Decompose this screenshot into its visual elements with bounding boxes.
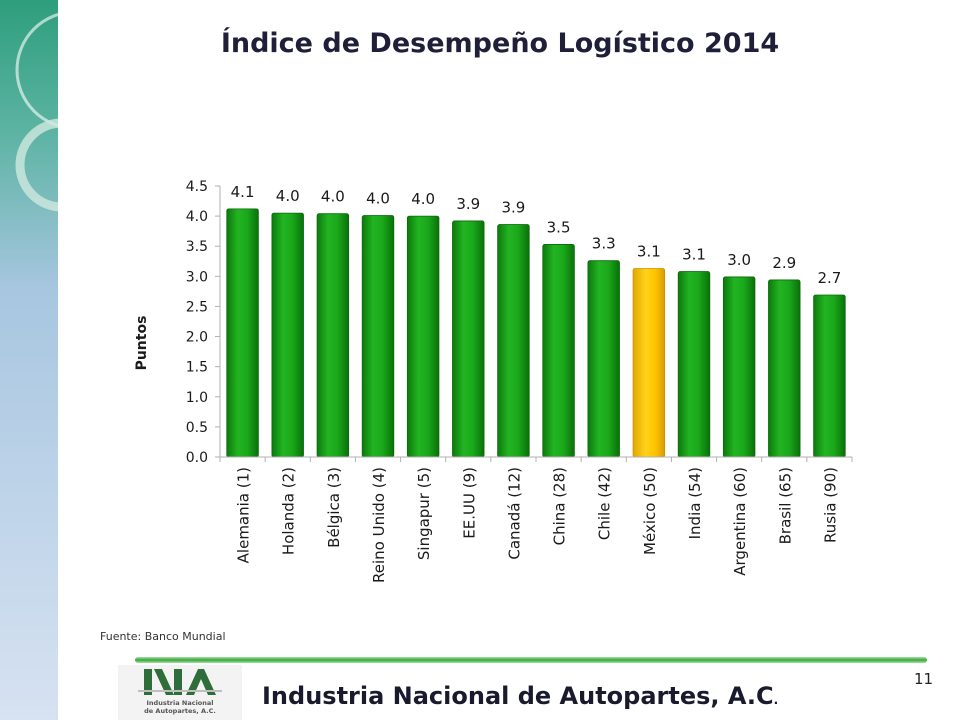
bar xyxy=(813,294,846,458)
bar xyxy=(722,276,756,458)
y-tick-label: 2.5 xyxy=(186,299,208,315)
bar xyxy=(587,260,620,458)
company-name-dot: . xyxy=(773,693,779,707)
y-axis-label: Puntos xyxy=(134,316,150,371)
bar xyxy=(542,244,575,458)
company-name: Industria Nacional de Autopartes, A.C. xyxy=(262,682,778,710)
data-label: 3.5 xyxy=(547,218,571,236)
page-number: 11 xyxy=(914,670,934,688)
y-tick-label: 0.5 xyxy=(186,420,208,436)
category-label: EE.UU (9) xyxy=(460,467,478,539)
y-tick-label: 3.5 xyxy=(186,239,208,255)
data-label: 2.9 xyxy=(772,254,796,272)
sidebar-decoration xyxy=(0,0,58,720)
data-label: 3.0 xyxy=(727,251,751,269)
data-label: 3.9 xyxy=(501,199,525,217)
category-label: Alemania (1) xyxy=(235,467,253,563)
y-tick-label: 4.0 xyxy=(186,209,208,225)
data-label: 4.0 xyxy=(411,190,435,208)
bar xyxy=(677,271,711,458)
category-label: Chile (42) xyxy=(596,467,614,540)
bar-highlight xyxy=(632,268,666,458)
svg-text:de Autopartes, A.C.: de Autopartes, A.C. xyxy=(144,707,216,715)
category-label: China (28) xyxy=(551,467,569,545)
bar xyxy=(406,215,440,458)
category-label: México (50) xyxy=(641,467,659,555)
bar-chart: 0.0 0.5 1.0 1.5 2.0 2.5 3.0 3.5 4.0 4.5 4.1 4.0 4.0… xyxy=(134,179,853,583)
svg-text:Industria Nacional: Industria Nacional xyxy=(147,699,214,707)
category-label: Reino Unido (4) xyxy=(370,467,388,583)
data-label: 3.1 xyxy=(682,246,706,264)
company-logo: Industria Nacional de Autopartes, A.C. xyxy=(118,665,242,720)
category-label: Brasil (65) xyxy=(776,467,794,544)
data-label: 4.0 xyxy=(321,188,345,206)
bar xyxy=(452,220,485,458)
y-tick-label: 0.0 xyxy=(186,450,208,466)
category-label: Rusia (90) xyxy=(821,467,839,543)
y-tick-label: 1.5 xyxy=(186,360,208,376)
category-label: India (54) xyxy=(686,467,704,539)
y-tick-label: 4.5 xyxy=(186,179,208,195)
source-note: Fuente: Banco Mundial xyxy=(100,630,226,643)
y-tick-label: 1.0 xyxy=(186,390,208,406)
category-label: Holanda (2) xyxy=(280,467,298,555)
data-label: 4.0 xyxy=(276,187,300,205)
bar xyxy=(768,279,801,458)
bar xyxy=(271,212,304,458)
data-label: 3.9 xyxy=(456,195,480,213)
category-label: Bélgica (3) xyxy=(325,467,343,548)
data-label: 2.7 xyxy=(817,269,841,287)
company-name-text: Industria Nacional de Autopartes, A.C xyxy=(262,682,774,710)
category-label: Argentina (60) xyxy=(731,467,749,576)
category-label: Singapur (5) xyxy=(415,467,433,560)
footer-divider xyxy=(135,657,927,663)
slide-title: Índice de Desempeño Logístico 2014 xyxy=(220,28,780,59)
data-label: 4.1 xyxy=(231,183,255,201)
bar xyxy=(226,208,259,458)
bar xyxy=(361,215,395,458)
bar xyxy=(497,224,530,458)
bar xyxy=(316,213,350,458)
data-label: 4.0 xyxy=(366,190,390,208)
y-tick-label: 2.0 xyxy=(186,330,208,346)
data-label: 3.3 xyxy=(592,235,616,253)
data-label: 3.1 xyxy=(637,243,661,261)
y-tick-label: 3.0 xyxy=(186,269,208,285)
category-label: Canadá (12) xyxy=(505,467,523,560)
